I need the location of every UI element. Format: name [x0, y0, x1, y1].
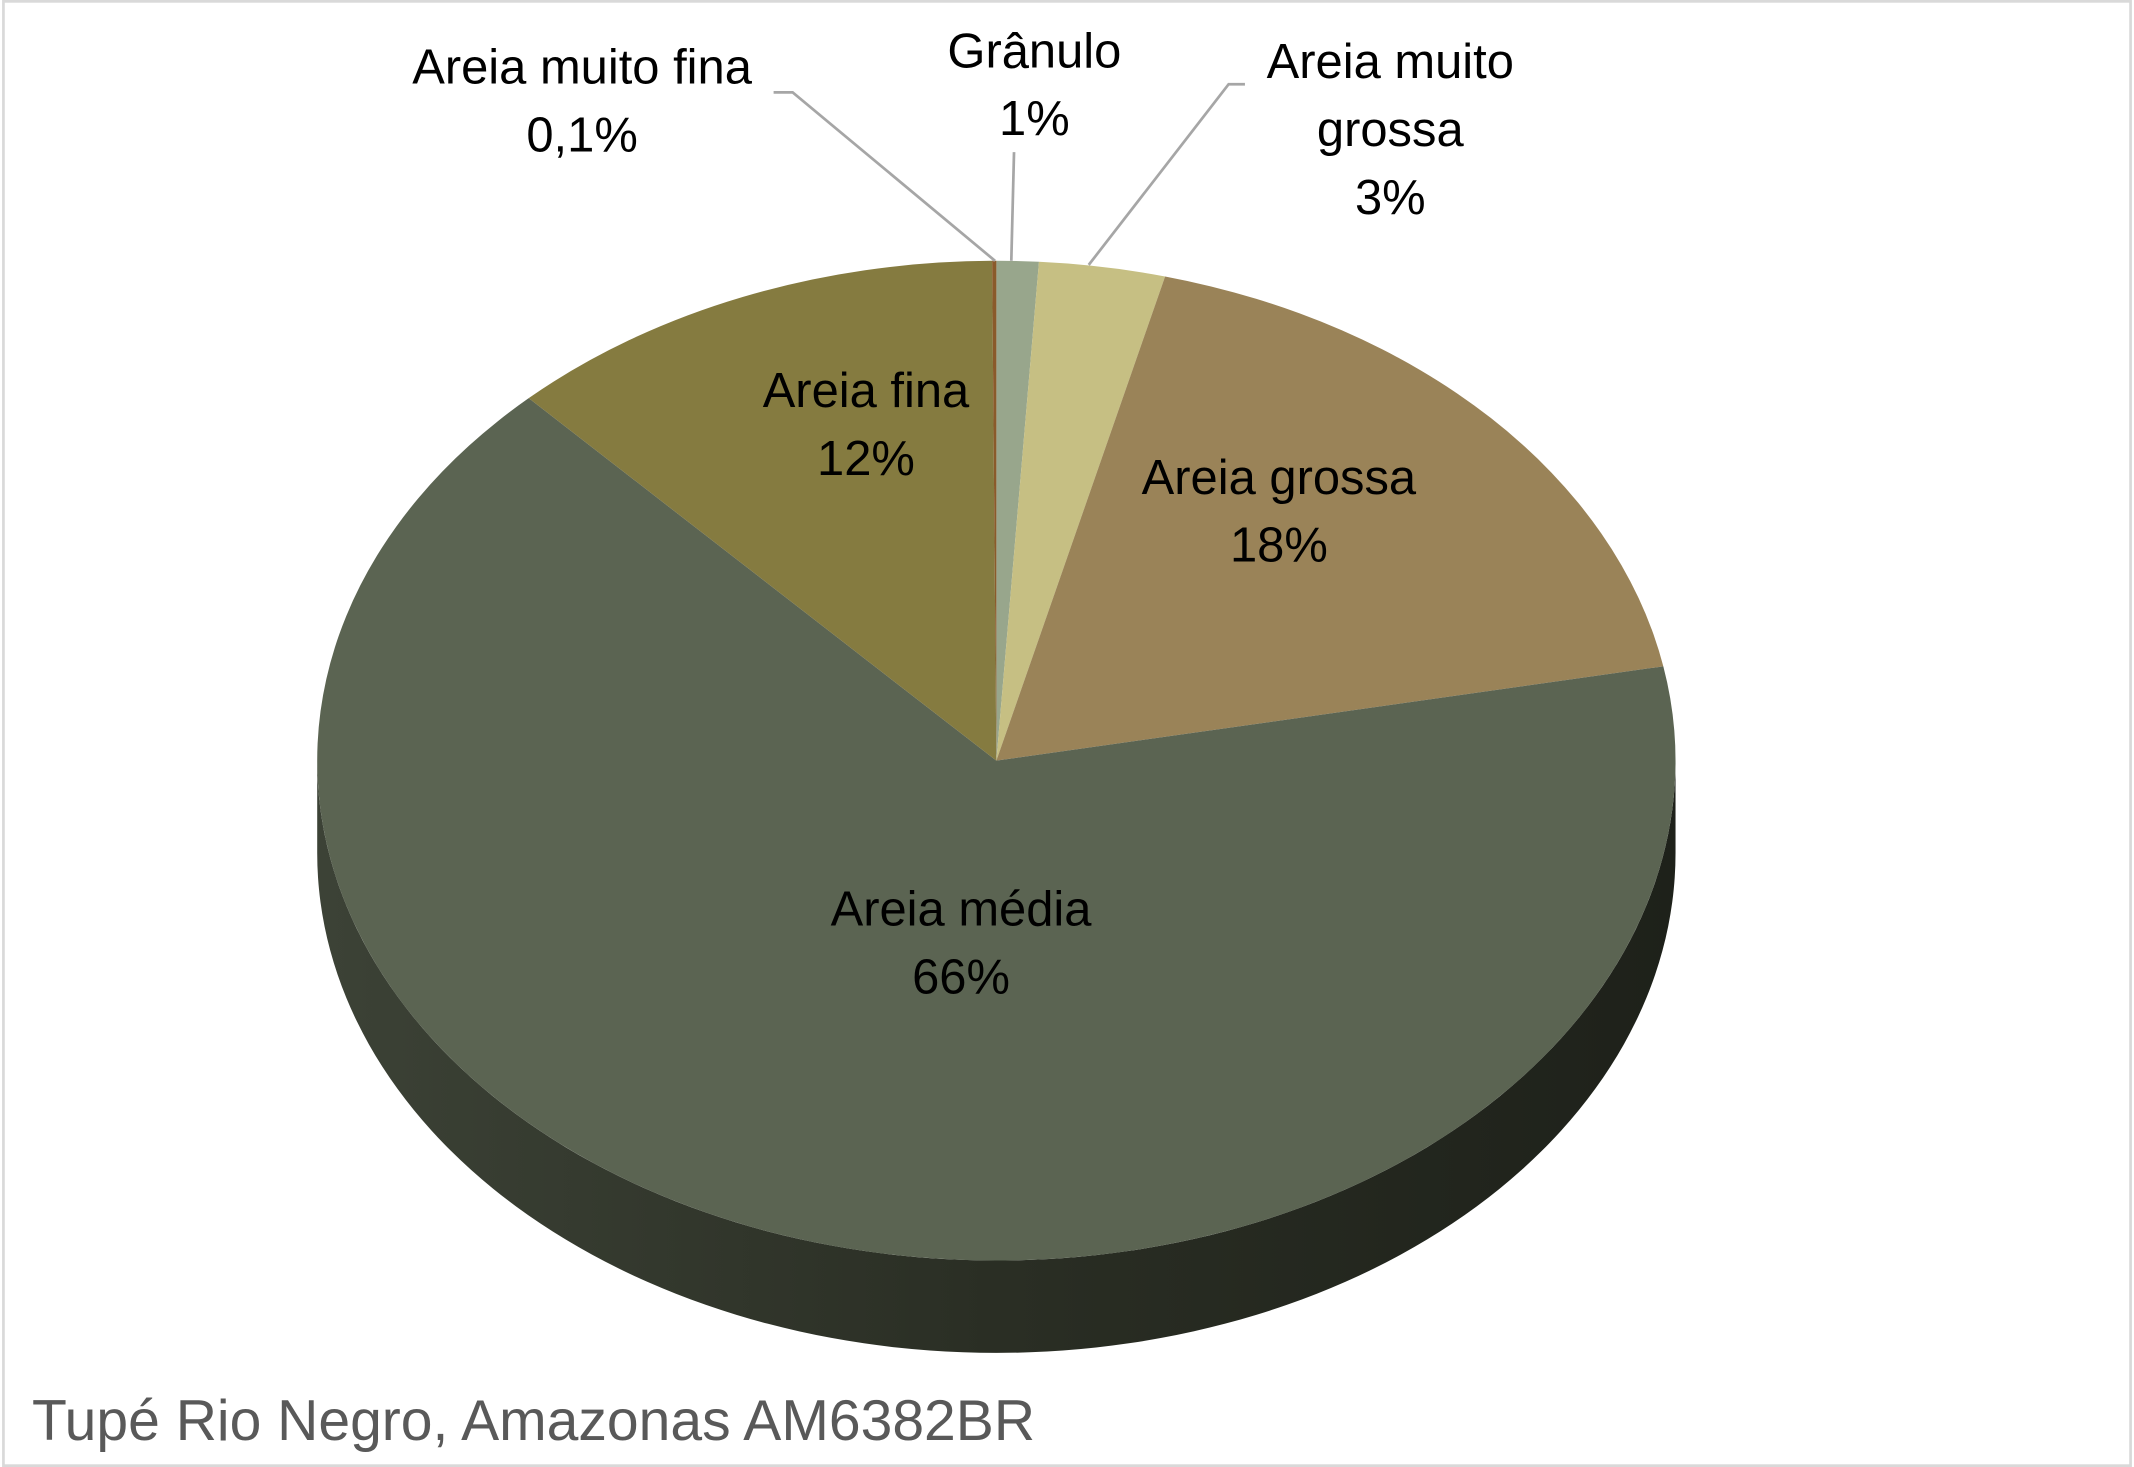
pie-slice	[317, 398, 1676, 1261]
value-label: 1%	[999, 92, 1070, 146]
chart-title: Tupé Rio Negro, Amazonas AM6382BR	[32, 1389, 1035, 1453]
leader-line	[1009, 152, 1016, 261]
label-line: Areia muito	[1267, 35, 1514, 89]
value-label: 12%	[817, 432, 915, 486]
pie-slice	[996, 261, 1166, 761]
pie-side	[317, 760, 1676, 1353]
slice-label: Areia muito fina	[412, 41, 752, 95]
value-label: 18%	[1230, 519, 1328, 573]
slice-label: Areia fina	[763, 364, 970, 418]
slice-label: Grânulo	[947, 24, 1121, 78]
pie-slice	[996, 276, 1664, 761]
slice-label: Areia média	[831, 883, 1093, 937]
label-line: grossa	[1317, 103, 1465, 157]
value-label: 0,1%	[526, 108, 637, 162]
slices	[317, 260, 1676, 1261]
leader-line	[1087, 82, 1245, 266]
slice-label: Areia grossa	[1142, 451, 1417, 505]
value-label: 3%	[1355, 171, 1426, 225]
slice-label: Areia muito grossa	[1267, 35, 1514, 157]
value-label: 66%	[912, 951, 1010, 1005]
labels: Grânulo 1% Areia muito grossa 3% Areia grossa…	[412, 24, 1514, 1004]
leader-line	[773, 91, 996, 262]
pie-slice	[996, 260, 1039, 761]
pie-slice	[528, 260, 997, 761]
